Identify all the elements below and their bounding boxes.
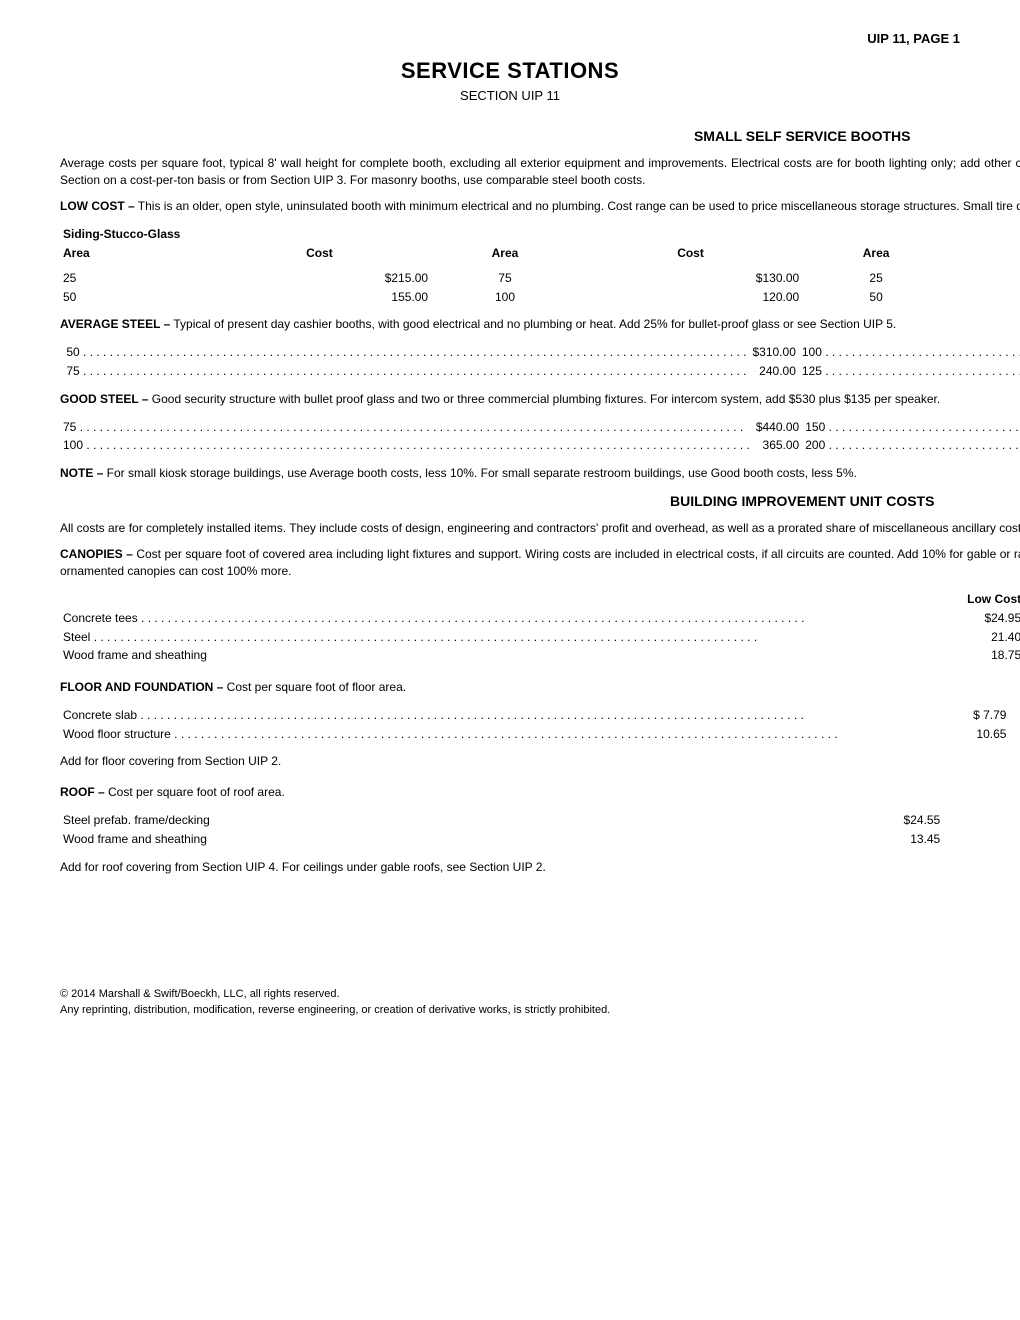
floor-text: Cost per square foot of floor area. (223, 680, 406, 694)
table-row: Wood frame and sheathing18.7523.7528.753… (60, 646, 1020, 665)
good-steel-para: GOOD STEEL – Good security structure wit… (60, 391, 1020, 408)
good-steel-table: 75$440.00150$290.00 100365.00200235.00 (60, 418, 1020, 456)
booth-table-low: Siding-Stucco-Glass Steel-Glass or Mason… (60, 225, 1020, 306)
table-row: 25$215.0075$130.0025$235.0075$145.00 (60, 269, 1020, 288)
floor-table: Concrete slab$ 7.79$ 9.15$10.85$12.90 Wo… (60, 706, 1020, 744)
table-row: Steel21.4027.5035.0044.25 (60, 628, 1020, 647)
good-steel-text: Good security structure with bullet proo… (148, 392, 940, 406)
canopies-label: CANOPIES – (60, 547, 133, 561)
table-row: 75$440.00150$290.00 (60, 418, 1020, 437)
page-ref: UIP 11, PAGE 1 (60, 30, 960, 48)
roof-note: Add for roof covering from Section UIP 4… (60, 859, 1020, 876)
table-row: Concrete tees$24.95$28.50$34.00$39.75 (60, 609, 1020, 628)
main-title: SERVICE STATIONS (60, 56, 960, 87)
table-row: Steel prefab. frame/decking$24.55$27.25$… (60, 811, 1020, 830)
content-columns: SMALL SELF SERVICE BOOTHS Average costs … (60, 117, 960, 967)
heading-building-improvement: BUILDING IMPROVEMENT UNIT COSTS (60, 492, 1020, 512)
footer: © 2014 Marshall & Swift/Boeckh, LLC, all… (60, 987, 960, 1018)
table-row: 50$310.00100$205.00 (63, 343, 1020, 362)
legal-line: Any reprinting, distribution, modificati… (60, 1003, 960, 1018)
low-cost-label: LOW COST – (60, 199, 135, 213)
note-text: For small kiosk storage buildings, use A… (103, 466, 856, 480)
table-row: 75240.00125185.00 (63, 362, 1020, 381)
booth-cols: Area Cost Area Cost Area Cost Area Cost (60, 244, 1020, 263)
table-row: 50155.00100120.0050180.00100130.00 (60, 288, 1020, 307)
table-row: Wood floor structure10.6512.0013.6015.30 (60, 725, 1020, 744)
canopies-para: CANOPIES – Cost per square foot of cover… (60, 546, 1020, 580)
roof-head: ROOF – Cost per square foot of roof area… (60, 784, 1020, 801)
note-label: NOTE – (60, 466, 103, 480)
avg-steel-label: AVERAGE STEEL – (60, 317, 170, 331)
canopies-text: Cost per square foot of covered area inc… (60, 547, 1020, 578)
group1-head: Siding-Stucco-Glass (60, 225, 802, 244)
group2-head: Steel-Glass or Masonry (802, 225, 1020, 244)
note-para: NOTE – For small kiosk storage buildings… (60, 465, 1020, 482)
low-cost-para: LOW COST – This is an older, open style,… (60, 198, 1020, 215)
table-row: Wood frame and sheathing13.4514.3515.251… (60, 830, 1020, 849)
table-row: 100365.00200235.00 (60, 436, 1020, 455)
roof-label: ROOF – (60, 785, 105, 799)
avg-steel-para: AVERAGE STEEL – Typical of present day c… (60, 316, 1020, 333)
canopies-table: Low CostAvg.GoodExcellent Concrete tees$… (60, 590, 1020, 665)
left-column: SMALL SELF SERVICE BOOTHS Average costs … (60, 117, 1020, 967)
copyright-line: © 2014 Marshall & Swift/Boeckh, LLC, all… (60, 987, 960, 1002)
building-intro: All costs are for completely installed i… (60, 520, 1020, 537)
roof-text: Cost per square foot of roof area. (105, 785, 285, 799)
booths-intro: Average costs per square foot, typical 8… (60, 155, 1020, 189)
floor-note: Add for floor covering from Section UIP … (60, 753, 1020, 770)
avg-steel-text: Typical of present day cashier booths, w… (170, 317, 896, 331)
roof-table: Steel prefab. frame/decking$24.55$27.25$… (60, 811, 1020, 849)
avg-steel-table: 50$310.00100$205.00 75240.00125185.00 (63, 343, 1020, 381)
low-cost-text: This is an older, open style, uninsulate… (135, 199, 1020, 213)
sub-title: SECTION UIP 11 (60, 87, 960, 105)
good-steel-label: GOOD STEEL – (60, 392, 148, 406)
table-row: Concrete slab$ 7.79$ 9.15$10.85$12.90 (60, 706, 1020, 725)
floor-label: FLOOR AND FOUNDATION – (60, 680, 223, 694)
floor-head: FLOOR AND FOUNDATION – Cost per square f… (60, 679, 1020, 696)
heading-booths: SMALL SELF SERVICE BOOTHS (60, 127, 1020, 147)
cost-header-row: Low CostAvg.GoodExcellent (60, 590, 1020, 609)
